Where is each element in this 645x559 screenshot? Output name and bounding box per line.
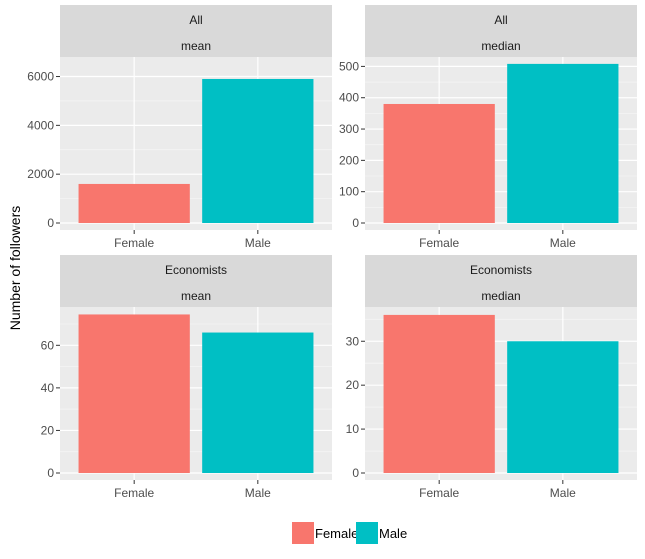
facet-strip-label-top: Economists xyxy=(470,263,532,277)
facet-strip xyxy=(60,255,332,307)
y-tick-label: 300 xyxy=(339,122,359,136)
x-tick-label: Male xyxy=(550,236,576,250)
y-tick-label: 20 xyxy=(41,423,55,437)
facet-strip xyxy=(365,5,637,57)
y-tick-label: 30 xyxy=(346,334,360,348)
y-tick-label: 40 xyxy=(41,381,55,395)
y-tick-label: 60 xyxy=(41,338,55,352)
bar-male xyxy=(507,63,619,224)
bar-female xyxy=(383,103,495,223)
panel-4: Economists median 0 10 20 30 Female Male xyxy=(346,255,637,500)
x-tick-label: Male xyxy=(550,486,576,500)
y-tick-label: 0 xyxy=(352,466,359,480)
y-tick-label: 0 xyxy=(47,466,54,480)
y-tick-label: 400 xyxy=(339,91,359,105)
y-tick-label: 20 xyxy=(346,378,360,392)
y-tick-label: 6000 xyxy=(27,70,54,84)
bar-female xyxy=(78,314,190,473)
facet-strip-label-bottom: mean xyxy=(181,39,211,53)
legend-key-male xyxy=(356,522,378,544)
y-tick-label: 10 xyxy=(346,422,360,436)
x-tick-label: Female xyxy=(419,486,459,500)
facet-strip-label-bottom: mean xyxy=(181,289,211,303)
y-tick-label: 0 xyxy=(47,216,54,230)
facet-strip xyxy=(60,5,332,57)
y-tick-label: 0 xyxy=(352,216,359,230)
facet-strip-label-top: All xyxy=(494,13,507,27)
x-tick-label: Female xyxy=(114,486,154,500)
facet-strip-label-top: Economists xyxy=(165,263,227,277)
bar-male xyxy=(202,78,314,224)
y-axis-title: Number of followers xyxy=(7,206,23,331)
x-tick-label: Male xyxy=(245,236,271,250)
y-tick-label: 4000 xyxy=(27,118,54,132)
legend-label-male: Male xyxy=(379,526,407,541)
panel-3: Economists mean 0 20 40 60 Female Male xyxy=(41,255,332,500)
x-tick-label: Female xyxy=(419,236,459,250)
y-tick-label: 2000 xyxy=(27,167,54,181)
legend-key-female xyxy=(292,522,314,544)
facet-strip-label-bottom: median xyxy=(481,39,520,53)
y-tick-label: 500 xyxy=(339,59,359,73)
legend-label-female: Female xyxy=(315,526,358,541)
x-tick-label: Male xyxy=(245,486,271,500)
bar-male xyxy=(507,341,619,473)
bar-female xyxy=(78,183,190,223)
panel-1: All mean 0 2000 4000 6000 Female Male xyxy=(27,5,332,250)
bar-male xyxy=(202,332,314,473)
facet-strip xyxy=(365,255,637,307)
bar-female xyxy=(383,314,495,473)
panel-2: All median 0 100 200 300 400 500 Female Male xyxy=(339,5,637,250)
facet-strip-label-bottom: median xyxy=(481,289,520,303)
legend: Female Male xyxy=(292,522,407,544)
facet-strip-label-top: All xyxy=(189,13,202,27)
y-tick-label: 100 xyxy=(339,185,359,199)
y-tick-label: 200 xyxy=(339,153,359,167)
x-tick-label: Female xyxy=(114,236,154,250)
